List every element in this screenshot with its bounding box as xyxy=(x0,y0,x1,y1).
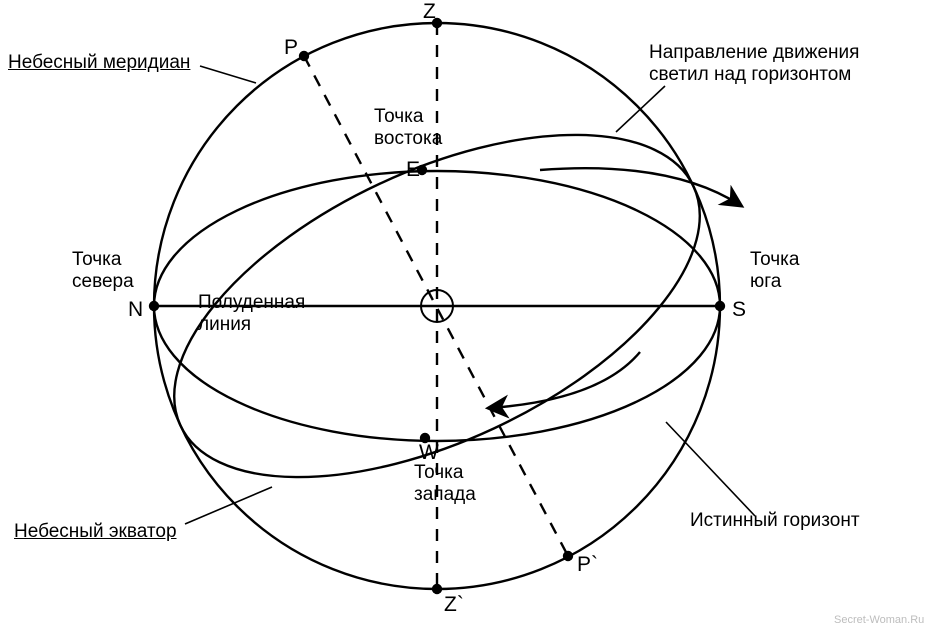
label-west: Точка запада xyxy=(414,462,476,506)
label-north: Точка севера xyxy=(72,249,134,293)
label-east: Точка востока xyxy=(374,106,442,150)
letter-Z: Z xyxy=(423,0,436,24)
letter-S: S xyxy=(732,298,746,322)
letter-P: P xyxy=(284,36,298,60)
letter-Pp: P` xyxy=(577,553,598,577)
label-noon-line: Полуденная линия xyxy=(198,292,305,336)
label-motion: Направление движения светил над горизонт… xyxy=(649,42,859,86)
celestial-sphere-diagram: Небесный меридиан Точка севера Точка юга… xyxy=(0,0,927,630)
letter-N: N xyxy=(128,298,143,322)
label-south: Точка юга xyxy=(750,249,799,293)
label-true-horizon: Истинный горизонт xyxy=(690,510,860,532)
letter-W: W xyxy=(419,441,439,465)
letter-E: E xyxy=(406,158,420,182)
watermark: Secret-Woman.Ru xyxy=(834,614,924,626)
label-meridian: Небесный меридиан xyxy=(8,52,190,74)
label-equator: Небесный экватор xyxy=(14,521,177,543)
letter-Zp: Z` xyxy=(444,593,464,617)
